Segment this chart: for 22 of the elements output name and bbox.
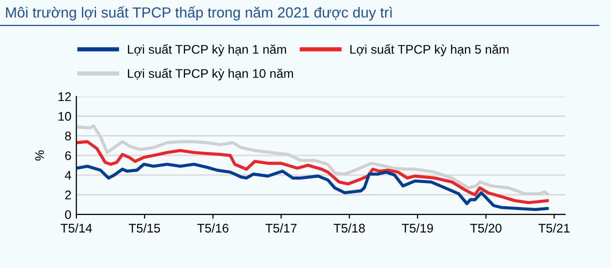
y-tick-label: 6 <box>65 151 71 160</box>
x-tick-label: T5/19 <box>402 223 433 233</box>
y-tick-label: 12 <box>58 92 71 102</box>
y-tick-label: 2 <box>65 190 71 200</box>
y-tick-label: 0 <box>65 210 72 220</box>
legend-label: Lợi suất TPCP kỳ hạn 10 năm <box>128 68 293 80</box>
line-series <box>76 162 549 212</box>
x-tick-label: T5/14 <box>60 223 92 233</box>
legend-label: Lợi suất TPCP kỳ hạn 1 năm <box>128 44 286 56</box>
y-axis-title: % <box>35 150 44 161</box>
x-tick-label: T5/17 <box>265 223 297 233</box>
x-tick-label: T5/16 <box>197 223 228 233</box>
x-tick-label: T5/20 <box>470 223 502 233</box>
y-tick-label: 8 <box>65 132 71 140</box>
y-tick-label: 4 <box>64 171 72 180</box>
x-tick-label: T5/18 <box>334 223 365 233</box>
line-series <box>76 140 549 204</box>
y-tick-label: 10 <box>58 112 72 121</box>
x-tick-label: T5/15 <box>128 223 160 233</box>
legend-label: Lợi suất TPCP kỳ hạn 5 năm <box>350 44 508 56</box>
x-tick-label: T5/21 <box>538 223 570 233</box>
chart-title: Môi trường lợi suất TPCP thấp trong năm 2021 được duy trì <box>6 6 392 21</box>
